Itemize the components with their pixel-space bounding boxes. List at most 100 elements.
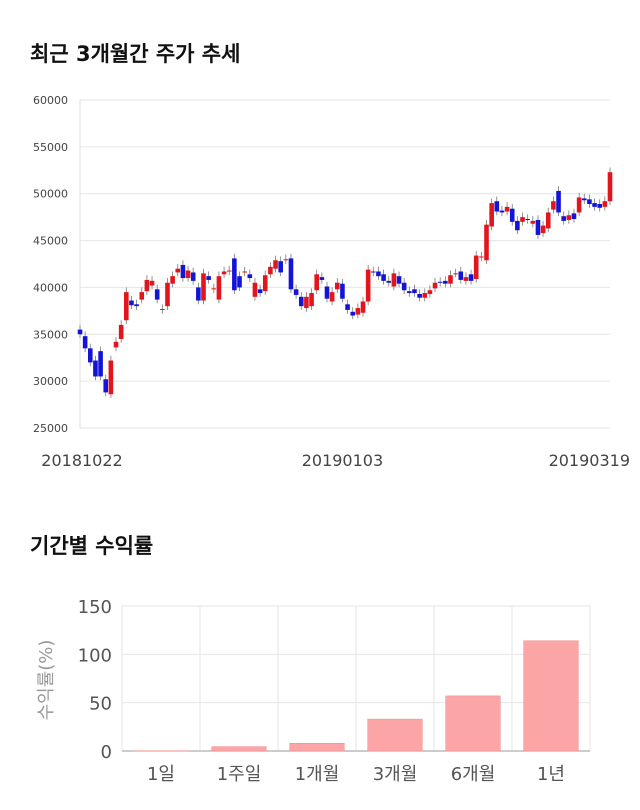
candle-body-up — [566, 215, 572, 220]
candle-body-up — [216, 276, 222, 300]
candle — [201, 268, 206, 305]
candle — [293, 284, 299, 299]
bar-y-tick: 150 — [78, 597, 112, 618]
candle-body-down — [396, 276, 402, 284]
candle — [458, 266, 464, 284]
candle — [525, 214, 530, 224]
candle-body-down — [77, 329, 83, 335]
candle — [540, 220, 546, 237]
candle-body-down — [180, 264, 186, 279]
candle-body-up — [144, 279, 150, 292]
candle — [226, 265, 232, 276]
candle-body-down — [288, 258, 294, 290]
candle — [175, 264, 181, 277]
candle — [484, 219, 489, 264]
candle — [432, 278, 438, 293]
candle — [232, 253, 237, 294]
candle — [113, 337, 119, 352]
candle — [355, 303, 361, 319]
candle — [437, 277, 443, 287]
candle — [401, 278, 407, 294]
candle-body-up — [551, 201, 556, 210]
candle — [242, 266, 247, 277]
candle — [556, 186, 561, 217]
candle-body-up — [211, 288, 217, 290]
candle-body-down — [93, 360, 98, 377]
candle — [376, 266, 381, 280]
candle-body-up — [268, 266, 273, 275]
return-bar — [445, 695, 501, 752]
candle — [386, 276, 392, 287]
candle-body-down — [247, 274, 253, 279]
candle-body-down — [278, 261, 283, 273]
candle — [298, 292, 304, 310]
candle-body-up — [262, 275, 268, 292]
candle — [160, 304, 165, 314]
candle — [82, 331, 88, 353]
candle-body-down — [103, 379, 109, 393]
candle — [417, 289, 422, 302]
candle — [273, 255, 278, 273]
return-bar — [133, 750, 189, 752]
candle — [360, 296, 366, 317]
candle — [396, 271, 402, 288]
candle — [592, 198, 597, 211]
candle-body-up — [576, 197, 582, 213]
candle-body-up — [607, 172, 613, 202]
candle-body-down — [134, 304, 139, 307]
candle-y-tick: 60000 — [33, 94, 68, 107]
candle-body-down — [345, 304, 350, 310]
candle-body-up — [165, 282, 170, 307]
candle-body-up — [185, 270, 191, 279]
candle-body-down — [324, 286, 330, 299]
price-trend-title: 최근 3개월간 주가 추세 — [30, 42, 241, 66]
candle-body-down — [515, 220, 520, 231]
bar-y-tick: 100 — [78, 645, 112, 666]
candle-body-up — [530, 220, 536, 224]
candle — [443, 276, 448, 288]
candle-body-up — [252, 282, 258, 297]
bar-x-tick: 1년 — [537, 764, 565, 785]
candle-body-down — [417, 293, 422, 298]
candle-body-down — [468, 274, 474, 281]
candle — [561, 211, 566, 225]
candle — [314, 269, 319, 294]
candle-body-down — [571, 213, 577, 220]
candle-body-up — [334, 282, 340, 290]
return-bar — [367, 718, 423, 752]
candle — [479, 251, 484, 262]
candle — [134, 299, 139, 310]
candle-body-down — [437, 281, 443, 283]
candle — [412, 284, 417, 297]
candle — [196, 282, 201, 305]
candle — [268, 262, 273, 279]
candle-body-up — [391, 273, 397, 287]
candle-body-down — [98, 351, 103, 377]
candle-body-down — [499, 210, 505, 213]
candle-body-down — [401, 282, 407, 291]
candle — [118, 320, 124, 343]
period-return-title: 기간별 수익률 — [30, 534, 154, 558]
candle — [520, 212, 525, 226]
candle — [535, 215, 541, 239]
candle — [566, 210, 572, 224]
candle — [463, 272, 469, 285]
candle-body-up — [473, 255, 479, 279]
candle-body-up — [108, 360, 114, 395]
candle-y-tick: 25000 — [33, 422, 68, 435]
candle-body-up — [124, 292, 129, 321]
candle-body-down — [232, 258, 237, 291]
candle — [304, 292, 309, 312]
candle-body-up — [602, 201, 608, 207]
candle-body-down — [443, 280, 448, 284]
bar-y-tick-labels: 150 100 50 0 — [78, 597, 112, 763]
candle-body-down — [371, 271, 376, 273]
candle-body-down — [237, 276, 242, 288]
candle-body-up — [226, 270, 232, 272]
candle-body-down — [298, 296, 304, 307]
candle-y-tick: 40000 — [33, 281, 68, 294]
bar-x-tick: 1주일 — [217, 764, 262, 785]
candle-body-up — [484, 224, 489, 261]
candle — [473, 250, 479, 283]
bar-x-tick: 1일 — [147, 764, 175, 785]
